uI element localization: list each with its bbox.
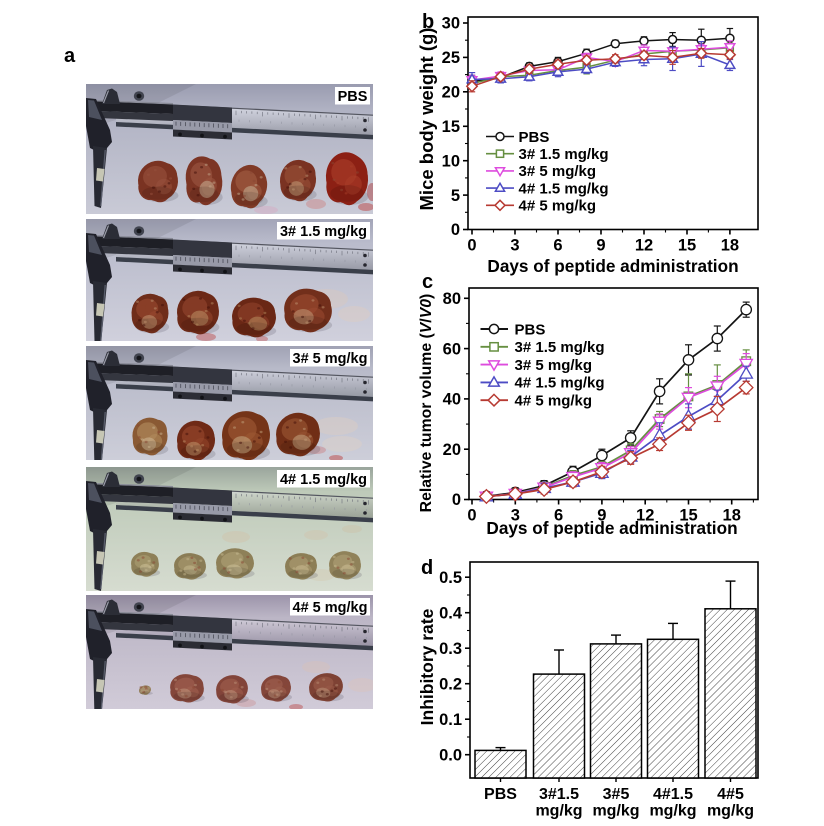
svg-text:0.1: 0.1 (439, 711, 462, 729)
svg-text:15: 15 (679, 507, 697, 525)
svg-text:d: d (421, 557, 433, 579)
svg-text:3: 3 (510, 237, 519, 255)
svg-text:0.0: 0.0 (439, 746, 462, 764)
svg-text:18: 18 (723, 507, 741, 525)
svg-text:Days of peptide administration: Days of peptide administration (486, 518, 737, 538)
svg-text:Inhibitory rate: Inhibitory rate (417, 608, 437, 725)
svg-text:20: 20 (442, 84, 460, 102)
svg-text:mg/kg: mg/kg (649, 803, 696, 820)
svg-text:6: 6 (553, 237, 562, 255)
svg-text:4# 5 mg/kg: 4# 5 mg/kg (519, 198, 597, 215)
svg-text:9: 9 (596, 237, 605, 255)
svg-text:4# 1.5 mg/kg: 4# 1.5 mg/kg (519, 180, 609, 197)
svg-text:4# 1.5 mg/kg: 4# 1.5 mg/kg (280, 472, 367, 488)
svg-text:25: 25 (442, 49, 460, 67)
svg-text:3# 1.5 mg/kg: 3# 1.5 mg/kg (515, 339, 605, 356)
svg-text:5: 5 (451, 187, 460, 205)
svg-text:0.4: 0.4 (439, 604, 463, 622)
svg-text:PBS: PBS (515, 321, 546, 338)
svg-text:4#5: 4#5 (717, 786, 744, 803)
svg-text:PBS: PBS (484, 786, 517, 803)
svg-text:mg/kg: mg/kg (707, 803, 754, 820)
svg-text:18: 18 (721, 237, 739, 255)
svg-text:12: 12 (635, 237, 653, 255)
svg-text:Mice body weight (g): Mice body weight (g) (416, 28, 437, 211)
svg-text:4# 5 mg/kg: 4# 5 mg/kg (293, 600, 368, 616)
svg-text:3# 5 mg/kg: 3# 5 mg/kg (515, 357, 593, 374)
svg-text:6: 6 (554, 507, 563, 525)
svg-text:3#5: 3#5 (603, 786, 630, 803)
svg-text:Relative tumor volume (V/V0): Relative tumor volume (V/V0) (418, 294, 435, 513)
svg-text:15: 15 (678, 237, 696, 255)
svg-text:Days of peptide administration: Days of peptide administration (487, 256, 738, 276)
svg-text:0.2: 0.2 (439, 675, 462, 693)
svg-text:b: b (422, 11, 434, 33)
svg-text:0: 0 (467, 507, 476, 525)
svg-text:3# 5 mg/kg: 3# 5 mg/kg (519, 163, 597, 180)
svg-text:80: 80 (443, 290, 461, 308)
svg-text:0: 0 (452, 491, 461, 509)
svg-text:0.3: 0.3 (439, 640, 462, 658)
svg-text:30: 30 (442, 15, 460, 33)
svg-text:mg/kg: mg/kg (535, 803, 582, 820)
svg-text:0: 0 (467, 237, 476, 255)
svg-text:60: 60 (443, 340, 461, 358)
svg-text:4# 5 mg/kg: 4# 5 mg/kg (515, 393, 593, 410)
svg-text:0.5: 0.5 (439, 569, 462, 587)
svg-text:mg/kg: mg/kg (592, 803, 639, 820)
svg-text:4# 1.5 mg/kg: 4# 1.5 mg/kg (515, 375, 605, 392)
svg-text:12: 12 (636, 507, 654, 525)
svg-text:3# 1.5 mg/kg: 3# 1.5 mg/kg (519, 146, 609, 163)
svg-text:0: 0 (451, 221, 460, 239)
svg-text:c: c (422, 271, 433, 293)
svg-text:3: 3 (511, 507, 520, 525)
svg-text:20: 20 (443, 441, 461, 459)
svg-text:9: 9 (597, 507, 606, 525)
svg-text:PBS: PBS (338, 89, 368, 105)
svg-text:3# 1.5 mg/kg: 3# 1.5 mg/kg (280, 224, 367, 240)
svg-text:4#1.5: 4#1.5 (653, 786, 693, 803)
svg-text:3#1.5: 3#1.5 (539, 786, 579, 803)
svg-text:a: a (64, 45, 76, 67)
svg-text:3# 5 mg/kg: 3# 5 mg/kg (293, 351, 368, 367)
svg-text:40: 40 (443, 391, 461, 409)
svg-text:PBS: PBS (519, 129, 550, 146)
svg-text:15: 15 (442, 118, 460, 136)
svg-text:10: 10 (442, 152, 460, 170)
